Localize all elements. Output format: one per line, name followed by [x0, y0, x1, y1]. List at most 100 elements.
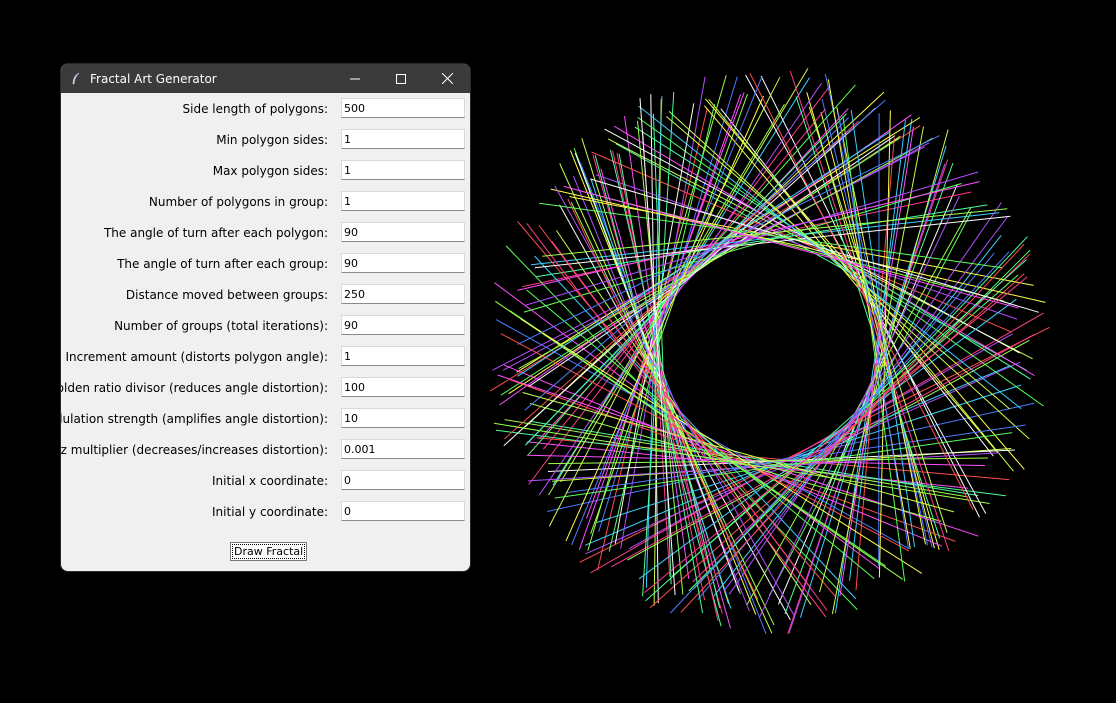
field-row: Number of groups (total iterations):: [61, 315, 470, 346]
field-row: Number of polygons in group:: [61, 191, 470, 222]
fractal-line: [571, 75, 763, 546]
fractal-line: [668, 111, 1030, 440]
group-count-input[interactable]: [341, 315, 465, 335]
fractal-line: [838, 113, 909, 548]
fractal-line: [526, 289, 875, 579]
fractal-line: [850, 109, 916, 547]
fractal-line: [570, 201, 775, 626]
close-icon[interactable]: [424, 64, 470, 93]
increment-amount-input[interactable]: [341, 346, 465, 366]
fractal-line: [500, 333, 910, 552]
field-label: Lorenz multiplier (decreases/increases d…: [60, 443, 328, 457]
fractal-line: [609, 149, 721, 609]
fractal-line: [517, 131, 890, 377]
fractal-line: [520, 318, 923, 574]
field-label: The angle of turn after each group:: [117, 257, 328, 271]
field-row: Initial x coordinate:: [61, 470, 470, 501]
fractal-line: [827, 79, 911, 549]
fractal-line: [524, 113, 847, 446]
fractal-line: [595, 174, 1018, 320]
initial-y-input[interactable]: [341, 501, 465, 521]
polygons-in-group-input[interactable]: [341, 191, 465, 211]
field-row: Side length of polygons:: [61, 98, 470, 129]
fractal-line: [530, 212, 1000, 266]
fractal-line: [569, 150, 757, 615]
field-label: Min polygon sides:: [216, 133, 328, 147]
parameter-form: Side length of polygons: Min polygon sid…: [61, 93, 470, 532]
field-label: Initial x coordinate:: [212, 474, 328, 488]
field-row: Increment amount (distorts polygon angle…: [61, 346, 470, 377]
fractal-line: [749, 73, 974, 511]
fractal-line: [590, 93, 748, 534]
fractal-line: [637, 116, 1044, 407]
title-bar[interactable]: Fractal Art Generator: [61, 64, 470, 93]
fractal-line: [503, 107, 876, 447]
fractal-line: [534, 255, 857, 600]
initial-x-input[interactable]: [341, 470, 465, 490]
fractal-line: [550, 188, 1046, 303]
fractal-line: [523, 183, 962, 313]
group-turn-angle-input[interactable]: [341, 253, 465, 273]
fractal-line: [554, 432, 1013, 499]
lorenz-multiplier-input[interactable]: [341, 439, 465, 459]
maximize-icon[interactable]: [378, 64, 424, 93]
fractal-line: [554, 185, 795, 616]
fractal-line: [842, 116, 906, 582]
fractal-line: [522, 191, 972, 288]
fractal-line: [572, 175, 750, 612]
fractal-line: [567, 198, 759, 600]
field-label: Side length of polygons:: [182, 102, 328, 116]
feather-icon: [70, 72, 82, 86]
fractal-line: [538, 82, 822, 496]
fractal-line: [542, 208, 1008, 257]
group-distance-input[interactable]: [341, 284, 465, 304]
fractal-line: [728, 202, 1002, 595]
fractal-line: [525, 171, 979, 306]
fractal-line: [634, 126, 1031, 380]
field-row: The angle of turn after each polygon:: [61, 222, 470, 253]
app-window: Fractal Art Generator Side length of pol…: [60, 63, 471, 572]
field-label: Modulation strength (amplifies angle dis…: [60, 412, 328, 426]
fractal-line: [566, 424, 1026, 494]
fractal-line: [524, 99, 886, 411]
fractal-line: [536, 204, 988, 278]
draw-fractal-button[interactable]: Draw Fractal: [230, 542, 308, 561]
fractal-line: [746, 207, 972, 606]
field-row: Modulation strength (amplifies angle dis…: [61, 408, 470, 439]
min-sides-input[interactable]: [341, 129, 465, 149]
side-length-input[interactable]: [341, 98, 465, 118]
fractal-line: [551, 241, 828, 611]
max-sides-input[interactable]: [341, 160, 465, 180]
fractal-line: [563, 185, 1019, 309]
fractal-line: [529, 420, 979, 496]
golden-ratio-divisor-input[interactable]: [341, 377, 465, 397]
polygon-turn-angle-input[interactable]: [341, 222, 465, 242]
fractal-line: [638, 298, 1017, 580]
fractal-line: [547, 402, 1035, 512]
fractal-line: [795, 96, 941, 539]
field-row: Max polygon sides:: [61, 160, 470, 191]
fractal-line: [596, 384, 1022, 523]
fractal-line: [539, 202, 1003, 269]
field-label: The angle of turn after each polygon:: [103, 226, 328, 240]
field-label: Max polygon sides:: [212, 164, 328, 178]
fractal-line: [495, 300, 904, 580]
field-row: Initial y coordinate:: [61, 501, 470, 532]
field-label: Initial y coordinate:: [212, 505, 328, 519]
fractal-line: [518, 137, 933, 370]
fractal-line: [527, 84, 856, 456]
fractal-line: [642, 91, 675, 597]
fractal-line: [612, 150, 719, 621]
fractal-line: [831, 126, 924, 615]
field-row: The angle of turn after each group:: [61, 253, 470, 284]
fractal-line: [522, 392, 955, 513]
minimize-icon[interactable]: [332, 64, 378, 93]
field-label: Increment amount (distorts polygon angle…: [65, 350, 328, 364]
fractal-line: [645, 259, 1027, 602]
field-label: Golden ratio divisor (reduces angle dist…: [60, 381, 328, 395]
fractal-line: [644, 276, 1028, 593]
modulation-strength-input[interactable]: [341, 408, 465, 428]
fractal-line: [618, 153, 704, 614]
fractal-line: [808, 106, 948, 533]
field-row: Lorenz multiplier (decreases/increases d…: [61, 439, 470, 470]
